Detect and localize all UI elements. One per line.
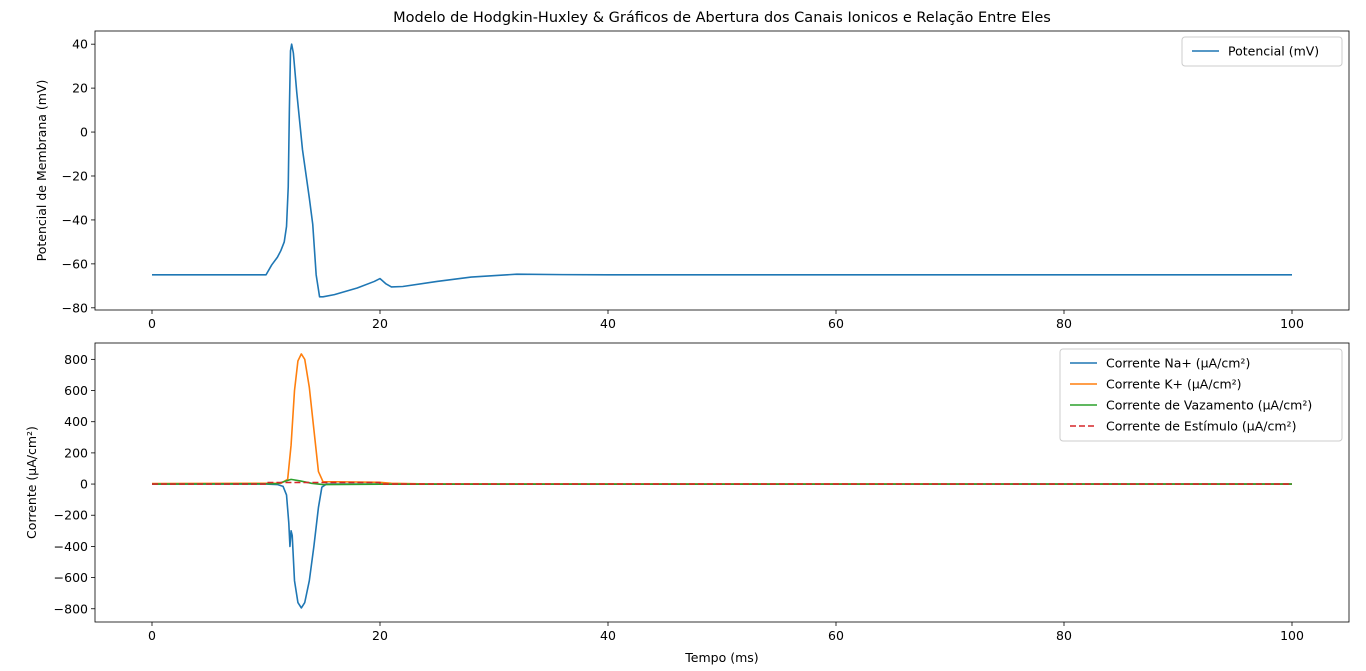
x-tick-label: 40 bbox=[600, 316, 616, 331]
x-tick-label: 20 bbox=[372, 316, 388, 331]
y-tick-label: 20 bbox=[72, 81, 88, 96]
x-tick-label: 80 bbox=[1056, 628, 1072, 643]
legend-label-1: Corrente K+ (µA/cm²) bbox=[1106, 377, 1242, 392]
axes-frame bbox=[94, 342, 1350, 623]
membrane-potential-plot: 0 20 40 60 80 100 −80 −60 −40 −20 0 20 40 Potencial d… bbox=[34, 30, 1350, 331]
legend-box bbox=[1059, 348, 1343, 442]
y-tick-label: 200 bbox=[64, 445, 88, 460]
y-tick-label: 0 bbox=[80, 477, 88, 492]
y-tick-label: −80 bbox=[62, 300, 88, 315]
y-tick-label: −40 bbox=[62, 212, 88, 227]
series-line-0 bbox=[152, 43, 1292, 298]
axes-frame bbox=[94, 30, 1350, 311]
y-tick-label: −800 bbox=[54, 601, 88, 616]
x-tick-label: 0 bbox=[148, 316, 156, 331]
y-tick-label: 40 bbox=[72, 37, 88, 52]
x-tick-label: 0 bbox=[148, 628, 156, 643]
x-tick-label: 100 bbox=[1280, 628, 1304, 643]
x-tick-label: 60 bbox=[828, 316, 844, 331]
y-tick-label: 0 bbox=[80, 125, 88, 140]
x-axis-label: Tempo (ms) bbox=[684, 650, 758, 665]
series-line-0 bbox=[152, 483, 1292, 609]
x-tick-label: 100 bbox=[1280, 316, 1304, 331]
legend-label-0: Corrente Na+ (µA/cm²) bbox=[1106, 356, 1250, 371]
y-axis-label: Potencial de Membrana (mV) bbox=[34, 80, 49, 262]
y-tick-label: −20 bbox=[62, 168, 88, 183]
series-line-3 bbox=[152, 481, 1292, 485]
legend-box bbox=[1181, 36, 1343, 67]
legend-label-3: Corrente de Estímulo (µA/cm²) bbox=[1106, 419, 1296, 434]
x-tick-label: 20 bbox=[372, 628, 388, 643]
legend-label-0: Potencial (mV) bbox=[1228, 44, 1319, 59]
ionic-currents-plot: 0 20 40 60 80 100 −800 −600 −400 −200 0 200 400 600 80… bbox=[24, 342, 1350, 665]
y-tick-label: −200 bbox=[54, 508, 88, 523]
y-tick-label: −600 bbox=[54, 570, 88, 585]
x-tick-label: 80 bbox=[1056, 316, 1072, 331]
y-tick-label: 400 bbox=[64, 414, 88, 429]
y-tick-label: −400 bbox=[54, 539, 88, 554]
x-tick-label: 40 bbox=[600, 628, 616, 643]
x-tick-label: 60 bbox=[828, 628, 844, 643]
legend-label-2: Corrente de Vazamento (µA/cm²) bbox=[1106, 398, 1312, 413]
series-line-1 bbox=[151, 353, 1293, 485]
y-tick-label: 600 bbox=[64, 383, 88, 398]
figure-title: Modelo de Hodgkin-Huxley & Gráficos de A… bbox=[393, 10, 1051, 26]
y-tick-label: 800 bbox=[64, 352, 88, 367]
y-tick-label: −60 bbox=[62, 256, 88, 271]
y-axis-label: Corrente (µA/cm²) bbox=[24, 426, 39, 539]
